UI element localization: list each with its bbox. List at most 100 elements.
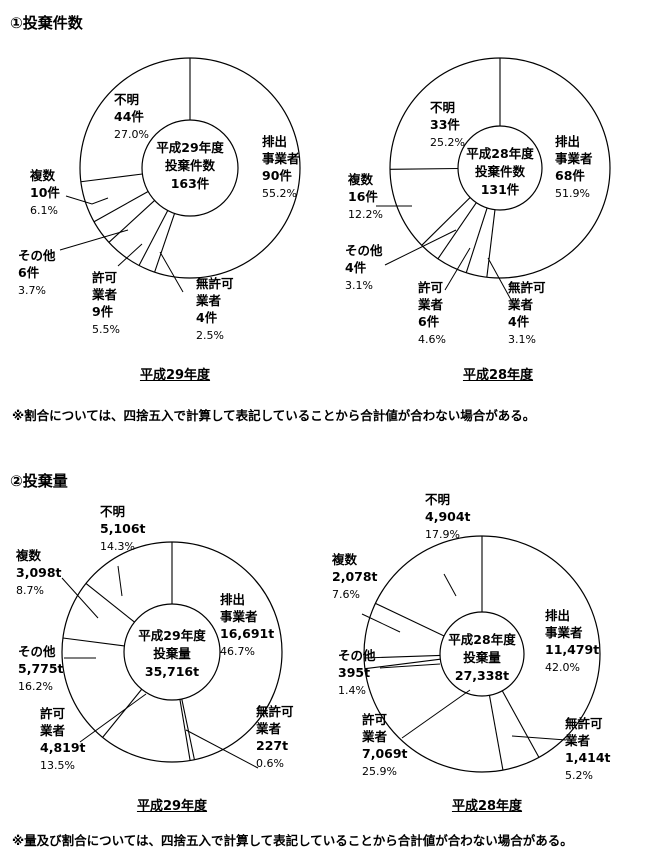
chart4-label-multiple-3: 7.6% (332, 588, 360, 601)
chart4-label-discharger-1: 排出 (545, 608, 570, 623)
chart2-label-licensed-3: 6件 (418, 314, 440, 329)
chart3-slice-unlicensed (181, 698, 195, 760)
chart1-label-multiple-1: 複数 (29, 168, 56, 183)
chart4-slice-unknown (375, 602, 445, 637)
chart4-label-unlicensed-4: 5.2% (565, 769, 593, 782)
chart1-label-discharger-3: 90件 (262, 168, 292, 183)
chart3-label-unknown-3: 14.3% (100, 540, 135, 553)
chart1-label-multiple-2: 10件 (30, 185, 60, 200)
chart3-label-multiple-3: 8.7% (16, 584, 44, 597)
chart3-label-unlicensed-2: 業者 (255, 721, 282, 736)
chart4-slice-other (364, 658, 441, 670)
rounding-note-count: ※割合については、四捨五入で計算して表記していることから合計値が合わない場合があ… (12, 408, 536, 423)
chart4-label-licensed-2: 業者 (361, 729, 388, 744)
chart4-label-unlicensed-3: 1,414t (565, 750, 611, 765)
chart1-slice-unknown (80, 173, 143, 183)
chart4-label-licensed-3: 7,069t (362, 746, 408, 761)
chart2-slice-other (437, 202, 477, 260)
chart1-label-discharger-2: 事業者 (262, 151, 300, 166)
chart2-slice-licensed (465, 207, 488, 273)
chart1-leader-unlicensed (159, 251, 184, 293)
chart4-label-multiple-2: 2,078t (332, 569, 378, 584)
chart2-label-unlicensed-3: 4件 (508, 314, 530, 329)
chart3-label-discharger-3: 16,691t (220, 626, 274, 641)
chart1-label-unlicensed-3: 4件 (196, 310, 218, 325)
chart2-label-multiple-1: 複数 (347, 172, 374, 187)
chart3-slice-licensed (179, 699, 191, 761)
chart2-label-discharger-2: 事業者 (555, 151, 593, 166)
chart1-label-other-1: その他 (18, 248, 56, 263)
chart2-label-licensed-2: 業者 (417, 297, 444, 312)
chart2-center-label-2: 投棄件数 (475, 164, 526, 179)
chart4-center-label-3: 27,338t (455, 668, 509, 683)
chart1-label-unknown-1: 不明 (114, 92, 139, 107)
chart3-label-other-3: 16.2% (18, 680, 53, 693)
chart2-leader-unlicensed (487, 257, 511, 299)
chart3-label-discharger-1: 排出 (220, 592, 245, 607)
chart2-label-discharger-4: 51.9% (555, 187, 590, 200)
chart1-label-other-2: 6件 (18, 265, 40, 280)
chart1-label-unknown-3: 27.0% (114, 128, 149, 141)
chart2-slice-multiple (421, 197, 471, 246)
chart2-label-other-2: 4件 (345, 260, 367, 275)
chart-caption-amount-h29: 平成29年度 (136, 799, 208, 814)
chart4-center-label-2: 投棄量 (463, 650, 501, 665)
chart3-label-licensed-1: 許可 (40, 706, 66, 721)
chart4-label-discharger-2: 事業者 (545, 625, 583, 640)
section-title-amount: ②投棄量 (10, 472, 68, 490)
chart2-label-other-3: 3.1% (345, 279, 373, 292)
chart2-label-licensed-4: 4.6% (418, 333, 446, 346)
chart3-label-licensed-3: 4,819t (40, 740, 86, 755)
chart3-label-discharger-4: 46.7% (220, 645, 255, 658)
chart1-slice-multiple (93, 190, 149, 223)
chart4-label-multiple-1: 複数 (331, 552, 358, 567)
chart-caption-amount-h28: 平成28年度 (451, 799, 523, 814)
chart2-label-licensed-1: 許可 (418, 280, 444, 295)
chart3-center-label-2: 投棄量 (153, 646, 191, 661)
chart3-leader-licensed (79, 693, 147, 743)
chart3-center-label-3: 35,716t (145, 664, 199, 679)
chart3-slice-unknown (85, 583, 135, 623)
chart4-label-discharger-3: 11,479t (545, 642, 599, 657)
chart2-label-unknown-2: 33件 (430, 117, 460, 132)
chart3-label-other-1: その他 (18, 644, 56, 659)
chart2-center-label-3: 131件 (481, 182, 520, 197)
chart2-leader-licensed (444, 247, 471, 291)
chart3-label-licensed-2: 業者 (39, 723, 66, 738)
chart-caption-count-h28: 平成28年度 (462, 368, 534, 383)
chart4-slice-multiple (364, 654, 441, 659)
chart1-label-discharger-4: 55.2% (262, 187, 297, 200)
chart3-label-discharger-2: 事業者 (220, 609, 258, 624)
chart1-label-licensed-3: 9件 (92, 304, 114, 319)
chart4-leader-unknown (443, 573, 457, 597)
chart1-label-licensed-2: 業者 (91, 287, 118, 302)
chart4-leader-other (379, 663, 441, 669)
chart4-leader-unlicensed (511, 735, 567, 741)
chart2-label-unknown-3: 25.2% (430, 136, 465, 149)
chart1-label-licensed-4: 5.5% (92, 323, 120, 336)
chart4-label-licensed-4: 25.9% (362, 765, 397, 778)
chart4-label-unknown-3: 17.9% (425, 528, 460, 541)
chart1-center-label-1: 平成29年度 (156, 140, 224, 155)
rounding-note-amount: ※量及び割合については、四捨五入で計算して表記していることから合計値が合わない場… (12, 833, 573, 848)
chart3-leader-unknown (117, 565, 123, 597)
chart2-label-multiple-2: 16件 (348, 189, 378, 204)
chart1-leader-other (59, 229, 129, 251)
chart4-label-discharger-4: 42.0% (545, 661, 580, 674)
chart4-slice-unlicensed (501, 690, 540, 758)
chart4-slice-licensed (488, 695, 504, 771)
chart2-label-unknown-1: 不明 (430, 100, 455, 115)
chart3-label-unlicensed-3: 227t (256, 738, 288, 753)
chart1-label-discharger-1: 排出 (262, 134, 287, 149)
chart4-leader-licensed (401, 689, 471, 739)
chart2-slice-unlicensed (486, 209, 496, 278)
chart4-label-licensed-1: 許可 (362, 712, 388, 727)
chart1-label-unknown-2: 44件 (114, 109, 144, 124)
chart3-label-multiple-2: 3,098t (16, 565, 62, 580)
chart1-center-label-3: 163件 (171, 176, 210, 191)
chart4-label-unknown-2: 4,904t (425, 509, 471, 524)
chart4-center-label-1: 平成28年度 (448, 632, 516, 647)
chart4-leader-multiple (361, 613, 401, 633)
chart1-slice-other (108, 200, 155, 243)
